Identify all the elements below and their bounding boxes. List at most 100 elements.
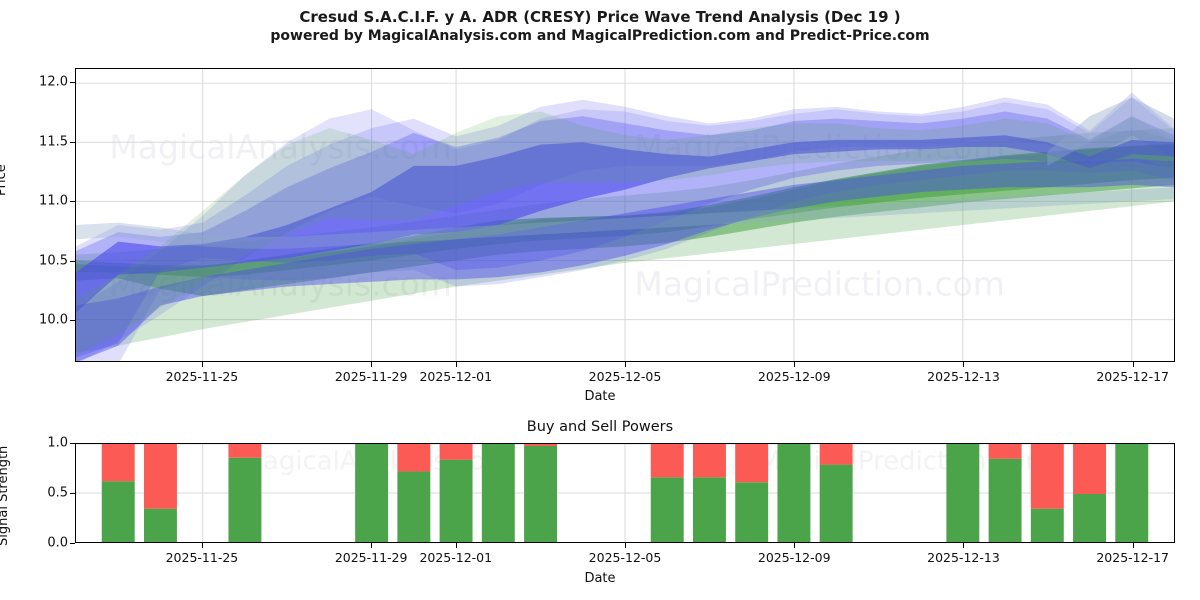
price-band-blue-core [76, 135, 1174, 313]
bar-group [481, 444, 515, 542]
price-band-green-inner [76, 143, 1174, 278]
buy-power-bar [355, 444, 389, 542]
buy-power-bar [1073, 493, 1107, 542]
price-x-tick-label: 2025-12-05 [588, 369, 662, 384]
bars-x-tick-label: 2025-11-25 [165, 550, 239, 565]
price-x-tick-label: 2025-12-01 [419, 369, 493, 384]
price-x-tick-mark [625, 362, 626, 367]
buy-power-bar [439, 459, 473, 542]
bars-x-tick-label: 2025-12-01 [419, 550, 493, 565]
bar-group [1115, 444, 1149, 542]
price-y-tick-label: 11.0 [39, 193, 68, 209]
bars-x-tick-mark [963, 543, 965, 548]
bars-x-tick-mark [455, 543, 457, 548]
price-x-tick-mark [963, 362, 965, 367]
buy-power-bar [777, 444, 811, 542]
sell-power-bar [524, 444, 558, 446]
bars-x-tick-label: 2025-12-13 [927, 550, 1000, 565]
buy-power-bar [735, 482, 769, 542]
sell-power-bar [819, 444, 853, 465]
buy-power-bar [143, 508, 177, 542]
bar-group [1030, 444, 1064, 542]
sell-power-bar [143, 444, 177, 509]
sell-power-bar [101, 444, 135, 482]
bars-y-tick-label: 1.0 [47, 435, 68, 451]
buy-power-bar [946, 444, 980, 542]
price-x-tick-mark [455, 362, 457, 367]
buy-power-bar [101, 481, 135, 542]
price-y-tick-label: 12.0 [39, 74, 68, 90]
bars-y-tick-mark [70, 543, 75, 544]
price-band-green-wedge-rising [76, 111, 1174, 356]
sell-power-bar [439, 444, 473, 460]
bars-y-tick-mark [70, 493, 75, 494]
sell-power-bar [397, 444, 431, 472]
price-y-tick-label: 10.0 [39, 312, 68, 328]
bar-group [692, 444, 726, 542]
price-x-tick-label: 2025-12-09 [757, 369, 831, 384]
sell-power-bar [1073, 444, 1107, 494]
price-y-tick-mark [70, 260, 75, 262]
bar-group [355, 444, 389, 542]
price-y-tick-mark [70, 201, 75, 203]
bars-y-tick-label: 0.5 [47, 485, 68, 501]
price-y-tick-label: 10.5 [39, 253, 68, 269]
bars-x-tick-label: 2025-12-05 [588, 550, 662, 565]
buy-power-bar [819, 464, 853, 542]
bar-group [988, 444, 1022, 542]
price-x-tick-label: 2025-12-17 [1096, 369, 1170, 384]
bar-group [946, 444, 980, 542]
chart-title-block: Cresud S.A.C.I.F. y A. ADR (CRESY) Price… [0, 8, 1200, 46]
page-title: Cresud S.A.C.I.F. y A. ADR (CRESY) Price… [299, 8, 901, 26]
sell-power-bar [988, 444, 1022, 459]
bars-x-tick-label: 2025-12-17 [1096, 550, 1170, 565]
bar-group [101, 444, 135, 542]
buy-power-bar [692, 477, 726, 542]
bars-y-tick-label: 0.0 [47, 535, 68, 551]
buy-power-bar [524, 445, 558, 542]
bars-x-tick-label: 2025-11-29 [334, 550, 408, 565]
price-band-blue-lower-tail [76, 158, 1174, 361]
buy-power-bar [988, 458, 1022, 542]
bar-group [397, 444, 431, 542]
bars-panel-title: Buy and Sell Powers [526, 419, 674, 435]
price-band-grey-patch-right [1047, 97, 1174, 166]
buy-power-bar [1030, 508, 1064, 542]
price-y-tick-label: 11.5 [39, 134, 68, 150]
sell-power-bar [735, 444, 769, 483]
price-wave-plot: MagicalAnalysis.com MagicalPrediction.com… [76, 69, 1174, 361]
price-x-tick-label: 2025-12-13 [927, 369, 1000, 384]
watermark-text: MagicalPrediction.com [634, 266, 1004, 304]
price-x-axis-title: Date [584, 389, 616, 404]
price-x-tick-mark [201, 362, 203, 367]
buy-power-bar [481, 444, 515, 542]
bar-group [143, 444, 177, 542]
bars-x-tick-mark [201, 543, 203, 548]
price-y-axis-title: Price [0, 164, 9, 196]
buy-power-bar [397, 471, 431, 542]
sell-power-bar [1030, 444, 1064, 509]
buy-power-bar [228, 457, 262, 542]
bar-group [819, 444, 853, 542]
bar-group [777, 444, 811, 542]
price-wave-chart: MagicalAnalysis.com MagicalPrediction.com… [75, 68, 1175, 362]
price-y-tick-mark [70, 141, 75, 143]
watermark-text: MagicalAnalysis.com [109, 128, 452, 166]
bars-x-tick-mark [625, 543, 626, 548]
price-x-tick-mark [1132, 362, 1134, 367]
sell-power-bar [692, 444, 726, 478]
price-x-tick-mark [794, 362, 796, 367]
bars-x-tick-mark [371, 543, 373, 548]
price-band-blue-mid [76, 111, 1174, 358]
sell-power-bar [650, 444, 684, 478]
bar-group [1073, 444, 1107, 542]
price-band-blue-outer [76, 92, 1174, 361]
bar-group [524, 444, 558, 542]
bar-group [439, 444, 473, 542]
price-band-blue-ribbon-rising [76, 97, 1174, 361]
price-x-tick-label: 2025-11-25 [165, 369, 239, 384]
price-y-tick-mark [70, 320, 75, 322]
